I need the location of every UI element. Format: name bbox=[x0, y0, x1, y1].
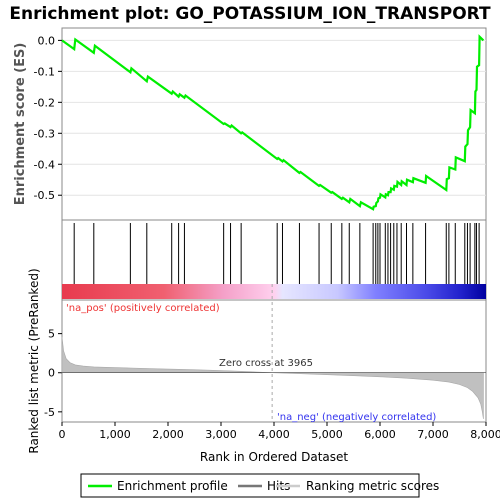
legend-enrichment-label: Enrichment profile bbox=[117, 479, 228, 493]
x-tick-label: 6,000 bbox=[364, 428, 396, 441]
metric-ytick-label: 5 bbox=[48, 328, 55, 341]
x-tick-label: 4,000 bbox=[258, 428, 290, 441]
metric-ytick-label: 0 bbox=[48, 367, 55, 380]
es-ytick-label: -0.3 bbox=[34, 127, 55, 140]
es-ytick-label: -0.5 bbox=[34, 189, 55, 202]
es-ytick-label: -0.4 bbox=[34, 158, 55, 171]
legend-metric-label: Ranking metric scores bbox=[306, 479, 439, 493]
x-tick-label: 2,000 bbox=[152, 428, 184, 441]
es-ytick-label: -0.2 bbox=[34, 96, 55, 109]
metric-ytick-label: -5 bbox=[44, 406, 55, 419]
x-tick-label: 7,000 bbox=[417, 428, 449, 441]
metric-ylabel: Ranked list metric (PreRanked) bbox=[27, 268, 41, 453]
enrichment-profile-line bbox=[61, 34, 485, 211]
es-ytick-label: -0.1 bbox=[34, 65, 55, 78]
zero-cross-label: Zero cross at 3965 bbox=[219, 358, 313, 369]
pos-correlated-label: 'na_pos' (positively correlated) bbox=[66, 303, 220, 314]
es-panel bbox=[61, 27, 487, 221]
x-tick-label: 1,000 bbox=[99, 428, 131, 441]
metric-panel bbox=[61, 299, 487, 423]
ranking-metric-area bbox=[61, 336, 484, 419]
legend: Enrichment profile Hits Ranking metric s… bbox=[80, 473, 439, 498]
x-tick-label: 8,000 bbox=[470, 428, 500, 441]
x-tick-label: 0 bbox=[59, 428, 66, 441]
x-tick-label: 5,000 bbox=[311, 428, 343, 441]
ranking-color-bar bbox=[62, 284, 486, 299]
neg-correlated-label: 'na_neg' (negatively correlated) bbox=[277, 412, 436, 423]
es-ytick-label: 0.0 bbox=[38, 34, 56, 47]
chart-title: Enrichment plot: GO_POTASSIUM_ION_TRANSP… bbox=[9, 4, 491, 24]
es-ylabel: Enrichment score (ES) bbox=[13, 43, 28, 206]
x-axis-label: Rank in Ordered Dataset bbox=[200, 450, 348, 464]
x-tick-label: 3,000 bbox=[205, 428, 237, 441]
